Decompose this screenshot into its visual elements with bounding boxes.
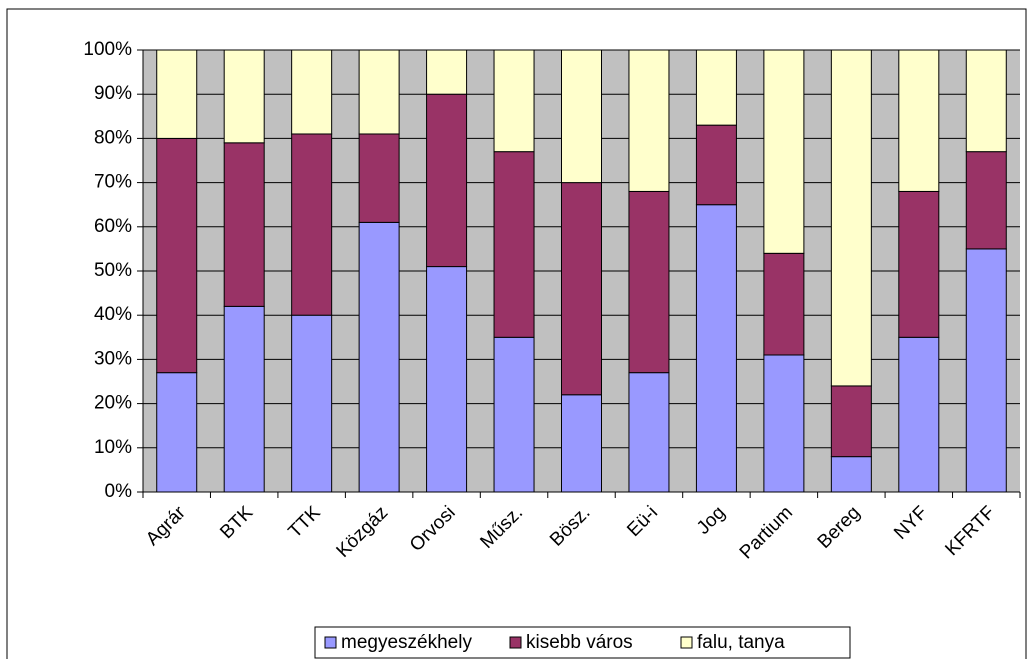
bar-segment bbox=[291, 133, 333, 316]
bar-segment bbox=[830, 456, 872, 493]
bar-segment bbox=[628, 372, 670, 493]
bar-segment bbox=[291, 314, 333, 493]
y-tick-label: 100% bbox=[83, 39, 132, 60]
bar-segment bbox=[695, 124, 737, 206]
legend-label: megyeszékhely bbox=[341, 632, 472, 653]
x-tick-label: Bösz. bbox=[546, 502, 594, 550]
bar-segment bbox=[898, 336, 940, 493]
x-tick-label: Agrár bbox=[142, 502, 190, 550]
legend-label: kisebb város bbox=[526, 632, 633, 653]
bar-segment bbox=[426, 93, 468, 268]
legend-box bbox=[314, 626, 851, 659]
bar-segment bbox=[493, 151, 535, 338]
bar-segment bbox=[223, 305, 265, 493]
bar-segment bbox=[358, 221, 400, 493]
legend-swatch bbox=[324, 636, 337, 649]
bar-segment bbox=[493, 336, 535, 493]
y-tick-label: 40% bbox=[94, 304, 132, 325]
bar-segment bbox=[628, 190, 670, 374]
bar-segment bbox=[898, 49, 940, 192]
bar-segment bbox=[358, 133, 400, 223]
bar-segment bbox=[493, 49, 535, 153]
bar-segment bbox=[156, 137, 198, 374]
bar-segment bbox=[426, 266, 468, 493]
x-tick-label: Műsz. bbox=[476, 502, 527, 553]
bar-segment bbox=[223, 142, 265, 307]
x-tick-label: Eü-i bbox=[623, 502, 662, 541]
bar-segment bbox=[223, 49, 265, 144]
bar-segment bbox=[965, 49, 1007, 153]
bar-segment bbox=[763, 354, 805, 493]
y-tick-label: 70% bbox=[94, 172, 132, 193]
bar-segment bbox=[628, 49, 670, 192]
x-tick-label: NYF bbox=[890, 502, 932, 544]
bar-segment bbox=[695, 49, 737, 126]
bar-segment bbox=[965, 248, 1007, 493]
legend-swatch bbox=[509, 636, 522, 649]
legend-swatch bbox=[680, 636, 693, 649]
x-tick-label: BTK bbox=[216, 502, 257, 543]
bar-segment bbox=[763, 252, 805, 356]
bar-segment bbox=[830, 49, 872, 387]
bar-segment bbox=[156, 372, 198, 493]
y-tick-label: 60% bbox=[94, 216, 132, 237]
bar-segment bbox=[561, 182, 602, 396]
legend-label: falu, tanya bbox=[697, 632, 785, 653]
y-tick-label: 0% bbox=[105, 481, 133, 502]
y-tick-label: 50% bbox=[94, 260, 132, 281]
bar-segment bbox=[291, 49, 333, 135]
bar-segment bbox=[763, 49, 805, 254]
bar-segment bbox=[561, 49, 602, 184]
bar-segment bbox=[561, 394, 602, 493]
bar-segment bbox=[426, 49, 468, 95]
x-tick-label: KFRTF bbox=[941, 502, 999, 560]
bar-segment bbox=[830, 385, 872, 458]
x-tick-label: Jog bbox=[693, 502, 730, 539]
y-tick-label: 10% bbox=[94, 437, 132, 458]
x-tick-label: Partium bbox=[736, 502, 797, 563]
bar-segment bbox=[965, 151, 1007, 250]
x-tick-label: Bereg bbox=[814, 502, 865, 553]
x-tick-label: TTK bbox=[285, 502, 325, 542]
chart-border bbox=[6, 8, 1027, 659]
y-tick-label: 20% bbox=[94, 393, 132, 414]
y-tick-label: 30% bbox=[94, 348, 132, 369]
y-tick-label: 90% bbox=[94, 83, 132, 104]
bar-segment bbox=[156, 49, 198, 139]
x-tick-label: Orvosi bbox=[406, 502, 460, 556]
x-tick-label: Közgáz bbox=[333, 502, 393, 562]
bar-segment bbox=[695, 204, 737, 493]
bar-segment bbox=[358, 49, 400, 135]
y-tick-label: 80% bbox=[94, 127, 132, 148]
bar-segment bbox=[898, 190, 940, 338]
